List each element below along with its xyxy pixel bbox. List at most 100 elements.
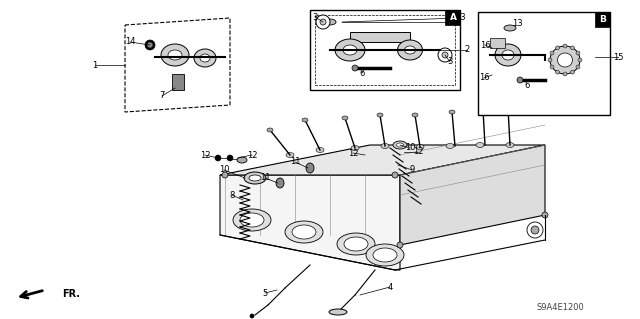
Ellipse shape	[495, 44, 521, 66]
Ellipse shape	[404, 46, 415, 54]
Circle shape	[145, 40, 155, 50]
Circle shape	[576, 51, 580, 55]
Polygon shape	[125, 18, 230, 112]
Ellipse shape	[286, 152, 294, 158]
Ellipse shape	[343, 45, 357, 55]
Ellipse shape	[302, 118, 308, 122]
Bar	[350, 32, 410, 42]
Circle shape	[570, 70, 575, 74]
Bar	[172, 74, 184, 90]
Text: 5: 5	[262, 288, 268, 298]
Ellipse shape	[240, 213, 264, 227]
Text: 13: 13	[512, 19, 522, 28]
Ellipse shape	[337, 233, 375, 255]
Circle shape	[556, 46, 559, 50]
Ellipse shape	[233, 209, 271, 231]
Polygon shape	[400, 145, 545, 245]
Circle shape	[397, 242, 403, 248]
Text: 12: 12	[247, 151, 257, 160]
Text: 2: 2	[465, 46, 470, 55]
Ellipse shape	[292, 225, 316, 239]
Text: 13: 13	[454, 13, 465, 23]
Bar	[490, 38, 505, 48]
Circle shape	[215, 155, 221, 161]
Ellipse shape	[446, 144, 454, 149]
Ellipse shape	[335, 39, 365, 61]
Ellipse shape	[161, 44, 189, 66]
Text: 15: 15	[612, 53, 623, 62]
Text: 16: 16	[480, 41, 490, 49]
Circle shape	[570, 46, 575, 50]
Ellipse shape	[502, 50, 514, 60]
Text: 7: 7	[159, 92, 164, 100]
Ellipse shape	[329, 309, 347, 315]
Text: 12: 12	[413, 147, 423, 157]
Text: 9: 9	[410, 166, 415, 174]
Text: 8: 8	[229, 190, 235, 199]
Ellipse shape	[320, 19, 326, 25]
Text: 3: 3	[447, 57, 452, 66]
Ellipse shape	[249, 175, 261, 181]
Bar	[595, 12, 610, 27]
Text: 10: 10	[219, 166, 229, 174]
Ellipse shape	[504, 25, 516, 31]
Ellipse shape	[306, 163, 314, 173]
Ellipse shape	[373, 248, 397, 262]
Ellipse shape	[438, 48, 452, 62]
Text: 4: 4	[387, 283, 392, 292]
Ellipse shape	[397, 143, 403, 147]
Circle shape	[250, 314, 254, 318]
Ellipse shape	[442, 52, 448, 58]
Circle shape	[576, 65, 580, 69]
Ellipse shape	[476, 143, 484, 147]
Ellipse shape	[244, 172, 266, 184]
Text: 12: 12	[200, 151, 211, 160]
Circle shape	[517, 77, 523, 83]
Ellipse shape	[557, 53, 573, 67]
Text: 6: 6	[359, 69, 365, 78]
Text: FR.: FR.	[62, 289, 80, 299]
Text: S9A4E1200: S9A4E1200	[536, 303, 584, 313]
Ellipse shape	[480, 108, 486, 112]
Ellipse shape	[344, 237, 368, 251]
Circle shape	[227, 155, 233, 161]
Text: B: B	[600, 14, 607, 24]
Text: 11: 11	[290, 158, 300, 167]
Text: 14: 14	[125, 38, 135, 47]
Text: 3: 3	[312, 12, 317, 21]
Ellipse shape	[285, 221, 323, 243]
Text: 11: 11	[260, 174, 270, 182]
Ellipse shape	[449, 110, 455, 114]
Circle shape	[550, 65, 554, 69]
Ellipse shape	[267, 128, 273, 132]
Circle shape	[392, 172, 398, 178]
Ellipse shape	[377, 113, 383, 117]
Ellipse shape	[412, 113, 418, 117]
Ellipse shape	[366, 244, 404, 266]
Circle shape	[542, 212, 548, 218]
Ellipse shape	[381, 144, 389, 149]
Bar	[478, 12, 610, 115]
Circle shape	[578, 58, 582, 62]
Ellipse shape	[200, 54, 210, 62]
Polygon shape	[220, 175, 400, 270]
Circle shape	[527, 222, 543, 238]
Ellipse shape	[416, 145, 424, 150]
Ellipse shape	[316, 15, 330, 29]
Ellipse shape	[168, 50, 182, 60]
Circle shape	[563, 44, 567, 48]
Circle shape	[556, 70, 559, 74]
Ellipse shape	[550, 46, 580, 74]
Circle shape	[563, 72, 567, 76]
Ellipse shape	[506, 143, 514, 147]
Circle shape	[550, 51, 554, 55]
Ellipse shape	[324, 19, 336, 25]
Bar	[310, 10, 460, 90]
Circle shape	[352, 65, 358, 71]
Circle shape	[531, 226, 539, 234]
Circle shape	[548, 58, 552, 62]
Ellipse shape	[194, 49, 216, 67]
Text: 6: 6	[524, 80, 530, 90]
Text: 10: 10	[404, 144, 415, 152]
Circle shape	[222, 172, 228, 178]
